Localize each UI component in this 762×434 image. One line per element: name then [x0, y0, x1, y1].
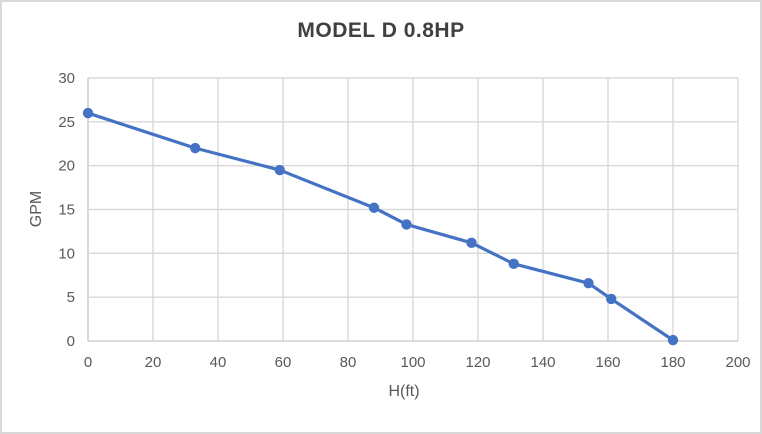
x-tick-label: 20: [145, 354, 162, 371]
y-tick-label: 25: [58, 114, 75, 131]
y-tick-label: 30: [58, 70, 75, 87]
x-tick-label: 160: [595, 354, 620, 371]
y-tick-label: 5: [67, 289, 75, 306]
x-tick-label: 100: [400, 354, 425, 371]
data-point-marker: [667, 334, 679, 346]
data-point-marker: [401, 219, 412, 230]
x-tick-label: 180: [660, 354, 685, 371]
x-tick-label: 200: [725, 354, 750, 371]
x-tick-label: 140: [530, 354, 555, 371]
data-point-marker: [508, 258, 519, 270]
data-point-marker: [82, 107, 94, 119]
data-point-marker: [583, 277, 594, 289]
y-tick-label: 15: [58, 202, 75, 219]
chart-title: MODEL D 0.8HP: [297, 19, 465, 42]
data-point-marker: [368, 202, 380, 213]
x-tick-label: 80: [340, 354, 357, 371]
x-tick-label: 40: [210, 354, 227, 371]
data-point-marker: [466, 237, 477, 249]
y-tick-label: 20: [58, 158, 75, 175]
data-point-marker: [274, 164, 285, 176]
x-tick-label: 120: [465, 354, 490, 371]
y-tick-label: 0: [67, 333, 75, 350]
data-point-marker: [606, 293, 617, 305]
x-axis-title: H(ft): [388, 383, 420, 400]
x-tick-label: 60: [275, 354, 292, 371]
x-tick-label: 0: [84, 354, 92, 371]
series-line: [86, 111, 675, 342]
data-point-marker: [190, 142, 201, 154]
y-tick-label: 10: [58, 245, 75, 262]
